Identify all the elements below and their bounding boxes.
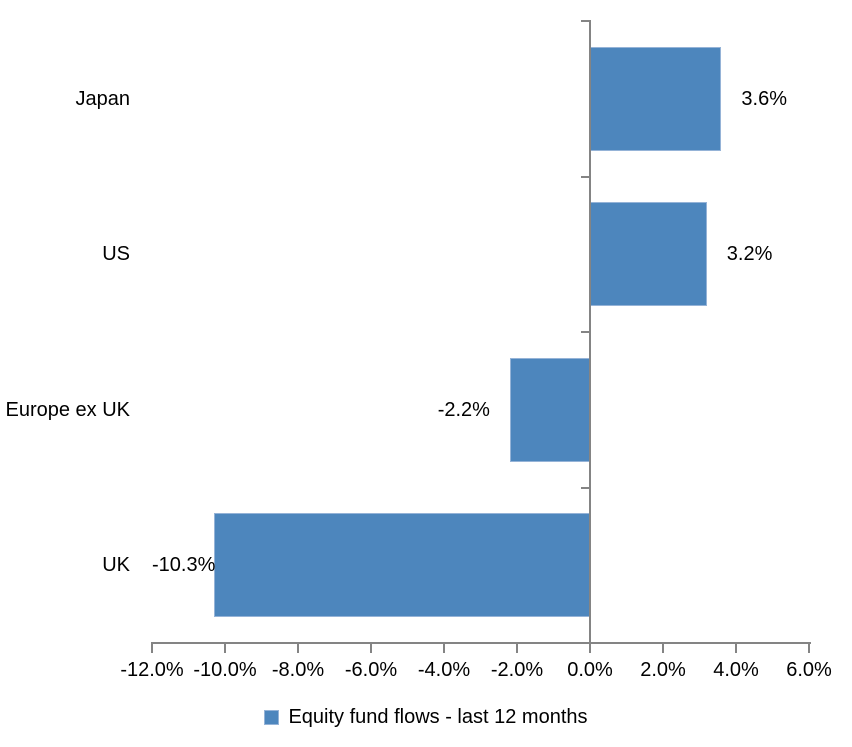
data-label-us: 3.2% (726, 243, 773, 266)
y-axis-tick-2 (581, 331, 590, 333)
x-axis-tick-3 (370, 642, 372, 653)
x-tick-label-2: -8.0% (271, 659, 325, 681)
x-axis-tick-2 (297, 642, 299, 653)
x-axis-tick-4 (443, 642, 445, 653)
x-tick-label-3: -6.0% (344, 659, 398, 681)
x-axis-tick-7 (662, 642, 664, 653)
x-tick-label-9: 6.0% (786, 659, 832, 681)
x-axis-tick-5 (516, 642, 518, 653)
category-label-japan: Japan (75, 87, 131, 110)
x-axis-tick-6 (589, 642, 591, 653)
x-axis-tick-8 (735, 642, 737, 653)
legend: Equity fund flows - last 12 months (0, 706, 852, 729)
data-label-europe-ex-uk: -2.2% (437, 398, 490, 421)
y-axis-tick-4 (581, 642, 590, 644)
category-label-uk: UK (102, 554, 130, 577)
value-axis-zero-line (589, 20, 591, 644)
x-tick-label-6: 0.0% (567, 659, 613, 681)
x-tick-label-0: -12.0% (120, 659, 184, 681)
bar-europe-ex-uk (509, 357, 590, 462)
x-tick-label-1: -10.0% (193, 659, 257, 681)
x-axis-tick-1 (224, 642, 226, 653)
y-axis-tick-3 (581, 486, 590, 489)
x-axis-line (151, 642, 811, 644)
data-label-japan: 3.6% (741, 87, 787, 110)
x-tick-label-8: 4.0% (713, 659, 759, 681)
x-tick-label-4: -4.0% (417, 659, 471, 681)
x-tick-label-7: 2.0% (640, 659, 686, 681)
bar-uk (214, 513, 590, 618)
legend-label: Equity fund flows - last 12 months (288, 706, 588, 728)
bar-japan (590, 46, 722, 151)
x-tick-label-5: -2.0% (490, 659, 544, 681)
data-label-uk: -10.3% (152, 554, 216, 577)
y-axis-tick-0 (581, 20, 590, 22)
category-label-us: US (102, 243, 130, 266)
x-axis-tick-0 (151, 642, 153, 653)
x-axis-tick-9 (808, 642, 810, 653)
bar-us (590, 202, 707, 307)
category-label-europe-ex-uk: Europe ex UK (5, 398, 130, 421)
legend-swatch-icon (264, 710, 280, 725)
y-axis-tick-1 (581, 175, 590, 178)
